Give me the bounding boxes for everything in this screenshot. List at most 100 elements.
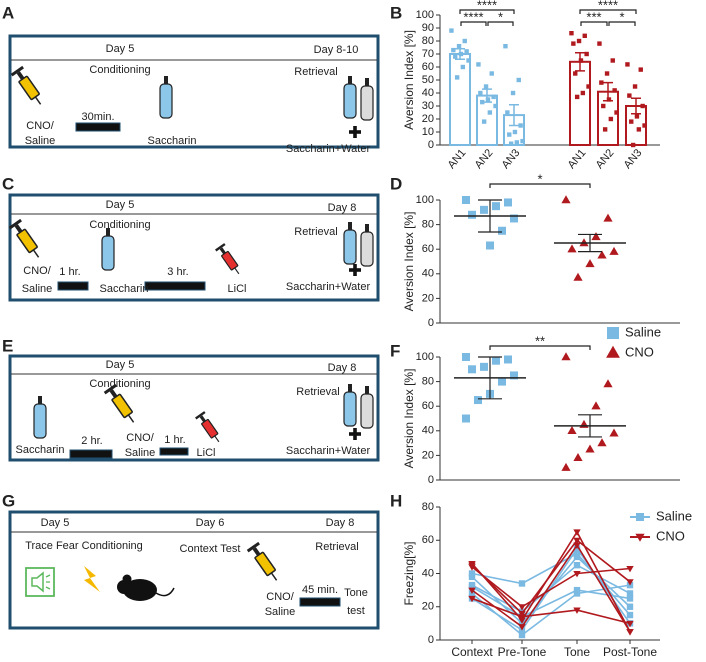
data-point	[626, 565, 634, 573]
data-point	[466, 58, 471, 63]
legend-marker	[606, 345, 620, 358]
x-tick-label: Post-Tone	[603, 645, 657, 659]
data-point	[504, 355, 512, 364]
step-label: test	[347, 605, 365, 617]
data-point	[579, 238, 589, 247]
data-point	[586, 84, 591, 89]
data-point	[578, 58, 584, 63]
y-tick-label: 30	[422, 100, 434, 112]
y-tick-label: 60	[422, 534, 434, 546]
y-tick-label: 60	[422, 400, 434, 412]
y-tick-label: 0	[428, 634, 434, 646]
data-point	[601, 103, 606, 109]
step-label: LiCl	[228, 283, 247, 295]
y-tick-label: 80	[422, 376, 434, 388]
data-point	[520, 138, 525, 144]
step-label: 30min.	[81, 111, 114, 123]
step-label: Tone	[344, 587, 368, 599]
data-point	[573, 586, 581, 594]
data-point	[518, 580, 526, 587]
data-point	[505, 110, 510, 115]
y-tick-label: 50	[422, 74, 434, 86]
data-point	[573, 71, 578, 76]
data-point	[573, 570, 581, 578]
data-point	[486, 241, 494, 250]
day-label: Day 8	[326, 517, 355, 529]
data-point	[571, 41, 576, 46]
data-point	[481, 119, 487, 124]
step-label: Saccharin+Water	[286, 445, 371, 457]
data-point	[453, 54, 458, 59]
step-label: Saccharin	[148, 135, 197, 147]
data-point	[510, 371, 518, 380]
x-tick-label: Tone	[564, 645, 590, 659]
panel-label: G	[2, 491, 15, 510]
shock-icon	[84, 566, 100, 592]
bar	[449, 53, 471, 146]
x-tick-label: AN3	[500, 147, 523, 171]
data-point	[460, 64, 466, 70]
step-label: LiCl	[197, 447, 216, 459]
data-point	[582, 33, 587, 38]
protocol-box	[8, 34, 380, 149]
error-bar	[631, 97, 641, 115]
data-point	[507, 132, 512, 137]
data-point	[602, 127, 608, 132]
series-line	[471, 543, 631, 633]
significance-bracket	[460, 21, 487, 26]
data-point	[609, 246, 619, 255]
significance-bracket	[579, 9, 637, 14]
phase-label: Retrieval	[294, 66, 337, 78]
y-tick-label: 40	[422, 268, 434, 280]
data-point	[632, 84, 638, 89]
data-point	[608, 116, 614, 122]
step-label: Saline	[22, 283, 53, 295]
x-tick-label: AN2	[473, 147, 496, 171]
data-point	[636, 127, 642, 132]
panel-label: E	[2, 336, 13, 355]
data-point	[480, 362, 488, 371]
data-point	[462, 38, 467, 44]
step-label: CNO/	[23, 265, 51, 277]
y-tick-label: 20	[422, 113, 434, 125]
data-point	[487, 110, 493, 115]
data-point	[599, 80, 604, 85]
data-point	[640, 103, 645, 109]
significance-label: ****	[477, 0, 497, 12]
data-point	[573, 607, 581, 614]
data-point	[451, 47, 456, 53]
data-point	[626, 595, 634, 602]
series-line	[471, 552, 631, 616]
significance-label: **	[535, 333, 545, 348]
data-point	[514, 140, 520, 145]
data-point	[458, 51, 464, 57]
data-point	[510, 90, 516, 96]
data-point	[464, 49, 469, 54]
legend-marker	[636, 513, 644, 521]
series-line	[471, 586, 631, 618]
y-axis-label: Freezing[%]	[402, 541, 416, 605]
data-point	[626, 620, 634, 628]
step-label: Saccharin	[16, 444, 65, 456]
data-point	[567, 426, 577, 434]
data-point	[573, 550, 581, 557]
data-point	[638, 67, 643, 72]
day-label: Day 5	[106, 199, 135, 211]
delay-bar	[159, 447, 189, 456]
data-point	[498, 377, 506, 386]
data-point	[462, 414, 470, 423]
phase-label: Retrieval	[294, 226, 337, 238]
bar	[569, 60, 591, 146]
step-label: 45 min.	[302, 584, 338, 596]
y-tick-label: 90	[422, 22, 434, 34]
y-tick-label: 40	[422, 567, 434, 579]
data-point	[567, 244, 577, 253]
y-tick-label: 20	[422, 292, 434, 304]
x-tick-label: AN2	[594, 147, 617, 171]
data-point	[454, 75, 460, 80]
data-point	[518, 617, 526, 624]
series-line	[471, 566, 631, 608]
data-point	[609, 428, 619, 437]
y-tick-label: 60	[422, 61, 434, 73]
day-label: Day 5	[106, 359, 135, 371]
